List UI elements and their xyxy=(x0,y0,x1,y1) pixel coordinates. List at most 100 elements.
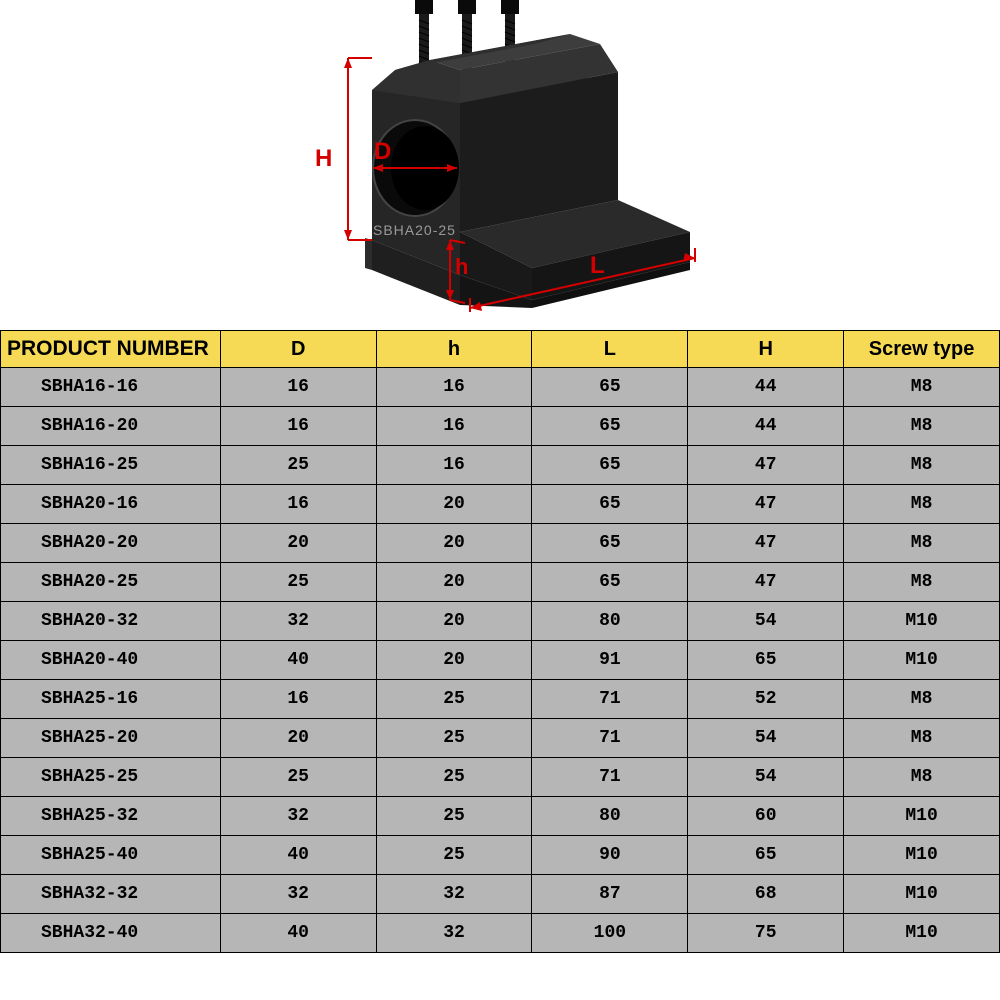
table-cell: 44 xyxy=(688,368,844,407)
col-screw-type: Screw type xyxy=(844,331,1000,368)
table-cell: M8 xyxy=(844,524,1000,563)
table-cell: 16 xyxy=(220,407,376,446)
product-diagram: H D h L SBHA20-25 xyxy=(0,0,1000,330)
table-row: SBHA32-40403210075M10 xyxy=(1,914,1000,953)
table-cell: SBHA32-40 xyxy=(1,914,221,953)
table-cell: M8 xyxy=(844,563,1000,602)
table-cell: 16 xyxy=(376,368,532,407)
table-cell: 47 xyxy=(688,446,844,485)
table-cell: 47 xyxy=(688,524,844,563)
table-cell: 20 xyxy=(376,563,532,602)
table-row: SBHA20-3232208054M10 xyxy=(1,602,1000,641)
table-cell: 32 xyxy=(220,875,376,914)
table-cell: M10 xyxy=(844,602,1000,641)
table-row: SBHA20-2525206547M8 xyxy=(1,563,1000,602)
table-cell: 65 xyxy=(688,836,844,875)
dim-label-L: L xyxy=(590,252,605,280)
table-cell: 47 xyxy=(688,485,844,524)
tool-holder-svg xyxy=(300,0,720,330)
table-cell: 71 xyxy=(532,719,688,758)
table-cell: 16 xyxy=(376,446,532,485)
table-cell: 60 xyxy=(688,797,844,836)
table-cell: 44 xyxy=(688,407,844,446)
table-cell: 16 xyxy=(220,485,376,524)
table-cell: M8 xyxy=(844,407,1000,446)
col-product-number: PRODUCT NUMBER xyxy=(1,331,221,368)
table-cell: 20 xyxy=(220,524,376,563)
table-cell: M8 xyxy=(844,368,1000,407)
table-cell: 100 xyxy=(532,914,688,953)
col-H: H xyxy=(688,331,844,368)
table-cell: 32 xyxy=(220,602,376,641)
table-cell: M8 xyxy=(844,719,1000,758)
table-cell: 71 xyxy=(532,680,688,719)
table-row: SBHA32-3232328768M10 xyxy=(1,875,1000,914)
table-cell: SBHA25-32 xyxy=(1,797,221,836)
dim-label-D: D xyxy=(374,138,391,166)
col-h: h xyxy=(376,331,532,368)
table-cell: SBHA16-25 xyxy=(1,446,221,485)
table-cell: 20 xyxy=(376,485,532,524)
table-cell: 20 xyxy=(376,602,532,641)
table-row: SBHA25-4040259065M10 xyxy=(1,836,1000,875)
table-cell: 40 xyxy=(220,914,376,953)
table-cell: 25 xyxy=(376,758,532,797)
table-cell: SBHA25-16 xyxy=(1,680,221,719)
table-cell: 87 xyxy=(532,875,688,914)
dim-label-H: H xyxy=(315,145,332,173)
table-cell: SBHA16-16 xyxy=(1,368,221,407)
table-cell: 65 xyxy=(532,485,688,524)
table-cell: 68 xyxy=(688,875,844,914)
table-cell: 52 xyxy=(688,680,844,719)
table-row: SBHA20-1616206547M8 xyxy=(1,485,1000,524)
table-cell: 25 xyxy=(376,719,532,758)
table-cell: 16 xyxy=(220,680,376,719)
table-row: SBHA25-1616257152M8 xyxy=(1,680,1000,719)
table-cell: SBHA25-20 xyxy=(1,719,221,758)
table-cell: SBHA25-25 xyxy=(1,758,221,797)
table-header-row: PRODUCT NUMBER D h L H Screw type xyxy=(1,331,1000,368)
table-cell: SBHA32-32 xyxy=(1,875,221,914)
table-row: SBHA20-2020206547M8 xyxy=(1,524,1000,563)
table-cell: 71 xyxy=(532,758,688,797)
table-cell: 25 xyxy=(220,758,376,797)
table-cell: M8 xyxy=(844,758,1000,797)
table-cell: SBHA20-20 xyxy=(1,524,221,563)
table-cell: 32 xyxy=(376,914,532,953)
table-cell: 20 xyxy=(376,524,532,563)
table-cell: M8 xyxy=(844,485,1000,524)
table-cell: 40 xyxy=(220,836,376,875)
table-cell: 20 xyxy=(220,719,376,758)
table-cell: 75 xyxy=(688,914,844,953)
table-cell: 20 xyxy=(376,641,532,680)
spec-table: PRODUCT NUMBER D h L H Screw type SBHA16… xyxy=(0,330,1000,953)
table-cell: SBHA20-32 xyxy=(1,602,221,641)
table-cell: 25 xyxy=(376,836,532,875)
table-cell: 65 xyxy=(532,446,688,485)
table-cell: SBHA16-20 xyxy=(1,407,221,446)
table-cell: 80 xyxy=(532,602,688,641)
table-cell: M8 xyxy=(844,680,1000,719)
table-cell: 65 xyxy=(688,641,844,680)
table-row: SBHA25-2525257154M8 xyxy=(1,758,1000,797)
table-row: SBHA16-2525166547M8 xyxy=(1,446,1000,485)
table-cell: 25 xyxy=(220,446,376,485)
table-cell: 25 xyxy=(376,680,532,719)
table-cell: 47 xyxy=(688,563,844,602)
table-cell: 54 xyxy=(688,758,844,797)
table-cell: 80 xyxy=(532,797,688,836)
table-cell: 54 xyxy=(688,719,844,758)
table-cell: 65 xyxy=(532,563,688,602)
table-row: SBHA25-2020257154M8 xyxy=(1,719,1000,758)
table-row: SBHA16-1616166544M8 xyxy=(1,368,1000,407)
table-cell: 16 xyxy=(376,407,532,446)
table-cell: 25 xyxy=(220,563,376,602)
table-cell: SBHA20-40 xyxy=(1,641,221,680)
table-cell: SBHA25-40 xyxy=(1,836,221,875)
table-cell: 90 xyxy=(532,836,688,875)
part-number-label: SBHA20-25 xyxy=(373,222,456,238)
table-cell: 16 xyxy=(220,368,376,407)
table-cell: SBHA20-16 xyxy=(1,485,221,524)
table-cell: 65 xyxy=(532,407,688,446)
col-D: D xyxy=(220,331,376,368)
